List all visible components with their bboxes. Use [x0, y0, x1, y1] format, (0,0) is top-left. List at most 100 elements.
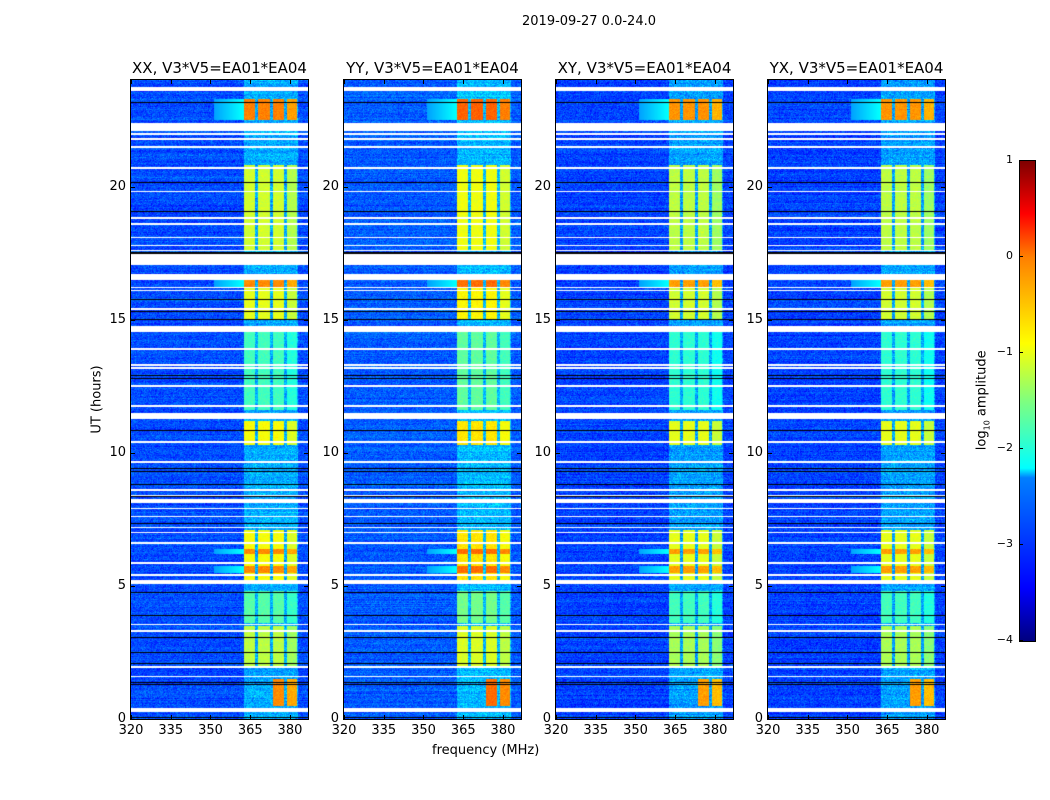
x-tick-label: 320 [331, 723, 357, 738]
heatmap-canvas [131, 80, 308, 719]
y-tick-mark [729, 719, 733, 720]
y-tick-mark [517, 585, 521, 587]
x-tick-mark [344, 715, 345, 719]
x-tick-mark [383, 80, 385, 84]
colorbar-tick-mark [1019, 544, 1023, 545]
x-tick-mark [926, 80, 928, 84]
y-tick-label: 0 [330, 711, 339, 726]
y-tick-mark [556, 452, 560, 454]
y-tick-mark [768, 186, 772, 188]
y-tick-label: 15 [109, 311, 126, 327]
y-tick-mark [768, 585, 772, 587]
x-tick-label: 335 [795, 723, 821, 738]
x-tick-mark [714, 80, 716, 84]
y-tick-mark [131, 186, 135, 188]
colorbar-tick-label: 0 [1006, 249, 1013, 262]
y-tick-label: 20 [109, 178, 126, 194]
y-tick-label: 0 [754, 711, 763, 726]
colorbar-tick-mark [1019, 256, 1023, 257]
x-tick-mark [502, 715, 504, 719]
y-tick-mark [344, 719, 348, 720]
y-tick-mark [556, 186, 560, 188]
x-tick-mark [423, 80, 425, 84]
y-tick-mark [304, 452, 308, 454]
y-tick-label: 5 [330, 577, 339, 593]
y-tick-mark [344, 186, 348, 188]
x-tick-label: 350 [835, 723, 860, 738]
panel-title: XY, V3*V5=EA01*EA04 [557, 59, 732, 77]
x-tick-mark [423, 715, 425, 719]
x-tick-mark [847, 80, 849, 84]
heatmap-canvas [556, 80, 733, 719]
colorbar-tick-mark [1019, 448, 1023, 449]
x-tick-mark [556, 715, 557, 719]
y-tick-mark [729, 186, 733, 188]
x-tick-label: 380 [277, 723, 303, 738]
y-tick-mark [768, 319, 772, 321]
y-tick-mark [344, 452, 348, 454]
x-tick-mark [463, 80, 465, 84]
x-tick-mark [887, 715, 889, 719]
x-tick-mark [847, 715, 849, 719]
y-tick-label: 20 [746, 178, 763, 194]
y-tick-mark [517, 719, 521, 720]
colorbar-label-rest: amplitude [974, 350, 990, 421]
y-tick-mark [941, 319, 945, 321]
colorbar-tick-label: −4 [996, 633, 1013, 646]
colorbar-tick-label: −2 [996, 441, 1013, 454]
x-tick-label: 365 [874, 723, 900, 738]
y-tick-mark [729, 585, 733, 587]
x-tick-mark [250, 715, 252, 719]
y-tick-mark [768, 719, 772, 720]
x-tick-mark [170, 80, 172, 84]
x-tick-mark [383, 715, 385, 719]
x-tick-mark [635, 80, 637, 84]
colorbar-label-sub: 10 [982, 420, 992, 431]
y-tick-label: 15 [322, 311, 339, 327]
x-tick-mark [210, 715, 212, 719]
y-tick-mark [304, 585, 308, 587]
colorbar-tick-mark [1019, 640, 1023, 641]
heatmap-canvas [344, 80, 521, 719]
waterfall-panel-yx [767, 79, 946, 720]
x-tick-mark [556, 80, 557, 84]
x-tick-label: 365 [450, 723, 476, 738]
x-tick-label: 335 [583, 723, 609, 738]
x-tick-mark [926, 715, 928, 719]
x-tick-mark [595, 715, 597, 719]
x-tick-mark [131, 80, 132, 84]
waterfall-panel-xx [130, 79, 309, 720]
x-tick-label: 365 [237, 723, 263, 738]
y-axis-label: UT (hours) [89, 365, 105, 434]
y-tick-mark [131, 319, 135, 321]
colorbar-tick-label: −3 [996, 537, 1013, 550]
colorbar [1019, 160, 1036, 642]
y-tick-mark [131, 719, 135, 720]
figure-title: 2019-09-27 0.0-24.0 [522, 14, 656, 29]
y-tick-label: 10 [322, 444, 339, 460]
y-tick-mark [729, 319, 733, 321]
y-tick-mark [517, 319, 521, 321]
y-tick-mark [344, 585, 348, 587]
x-tick-mark [289, 80, 291, 84]
y-tick-label: 15 [534, 311, 551, 327]
x-tick-mark [807, 715, 809, 719]
panel-title: YY, V3*V5=EA01*EA04 [346, 59, 519, 77]
panel-title: YX, V3*V5=EA01*EA04 [769, 59, 944, 77]
x-axis-label: frequency (MHz) [432, 743, 540, 758]
waterfall-panel-xy [555, 79, 734, 720]
waterfall-panel-yy [343, 79, 522, 720]
y-tick-mark [941, 719, 945, 720]
y-tick-mark [131, 585, 135, 587]
x-tick-label: 350 [623, 723, 648, 738]
x-tick-label: 380 [702, 723, 728, 738]
y-tick-mark [131, 452, 135, 454]
x-tick-mark [635, 715, 637, 719]
y-tick-label: 0 [117, 711, 126, 726]
y-tick-label: 5 [542, 577, 551, 593]
x-tick-mark [714, 715, 716, 719]
y-tick-label: 10 [534, 444, 551, 460]
x-tick-mark [675, 715, 677, 719]
x-tick-mark [131, 715, 132, 719]
